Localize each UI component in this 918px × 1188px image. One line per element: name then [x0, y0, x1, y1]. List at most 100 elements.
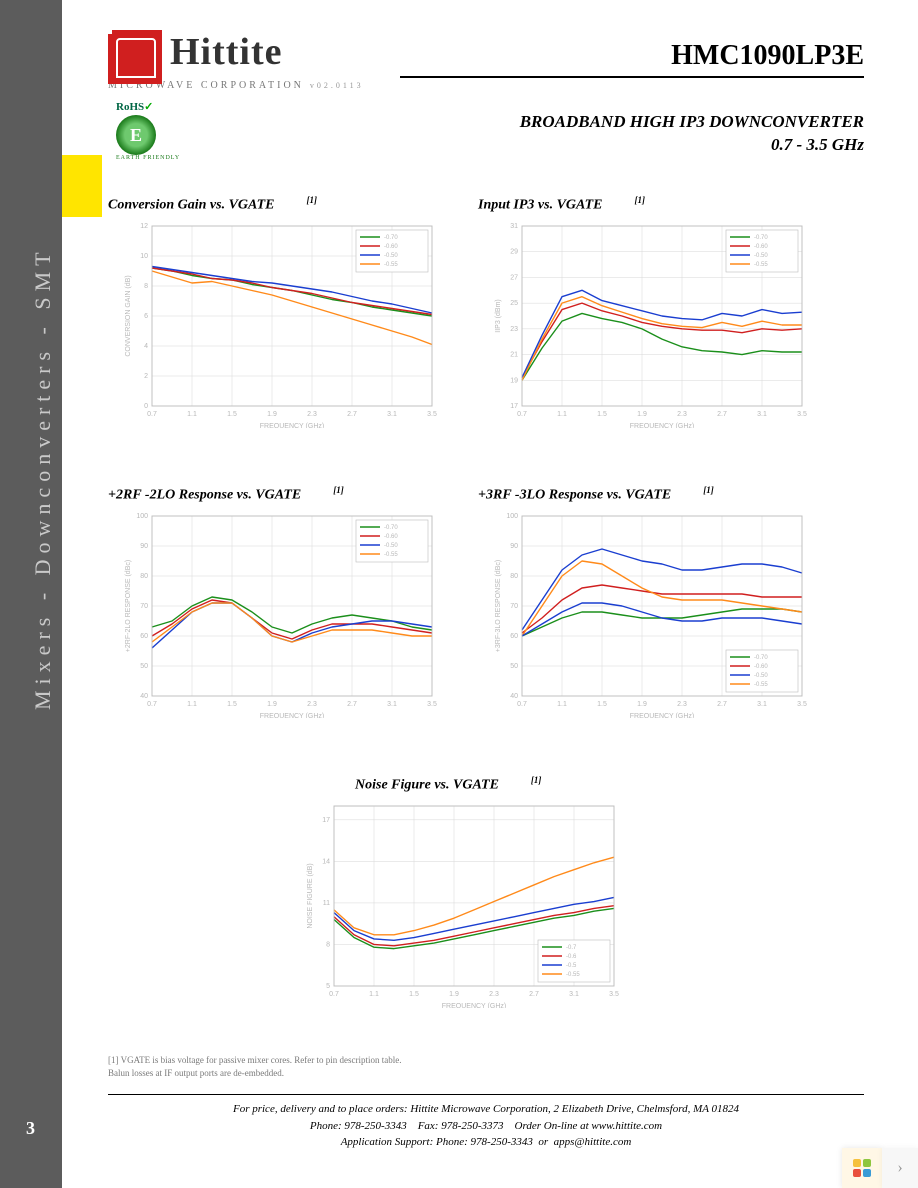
svg-text:12: 12 — [140, 223, 148, 230]
chart-title-c2: Input IP3 vs. VGATE[1] — [478, 195, 645, 214]
svg-text:1.1: 1.1 — [187, 701, 197, 708]
sidebar-vertical-label: Mixers - Downconverters - SMT — [30, 246, 56, 710]
svg-text:+3RF-3LO RESPONSE (dBc): +3RF-3LO RESPONSE (dBc) — [495, 560, 502, 652]
svg-text:-0.6: -0.6 — [566, 954, 577, 960]
footnote-1: [1] VGATE is bias voltage for passive mi… — [108, 1054, 828, 1067]
svg-text:1.9: 1.9 — [267, 411, 277, 418]
footer: For price, delivery and to place orders:… — [108, 1094, 864, 1151]
corner-widget[interactable]: › — [842, 1148, 918, 1188]
earth-friendly-label: EARTH FRIENDLY — [116, 155, 180, 161]
svg-text:14: 14 — [322, 858, 330, 865]
svg-text:NOISE FIGURE (dB): NOISE FIGURE (dB) — [307, 863, 314, 928]
svg-text:5: 5 — [326, 983, 330, 990]
svg-text:50: 50 — [140, 663, 148, 670]
svg-text:FREQUENCY (GHz): FREQUENCY (GHz) — [630, 713, 694, 718]
chart-title-c3: +2RF -2LO Response vs. VGATE[1] — [108, 485, 344, 504]
badge-area: RoHS✓ E EARTH FRIENDLY — [116, 100, 180, 161]
svg-text:+2RF-2LO RESPONSE (dBc): +2RF-2LO RESPONSE (dBc) — [125, 560, 132, 652]
page-number: 3 — [26, 1118, 35, 1139]
svg-text:0.7: 0.7 — [517, 701, 527, 708]
svg-text:31: 31 — [510, 223, 518, 230]
svg-text:3.5: 3.5 — [609, 991, 619, 998]
svg-text:-0.70: -0.70 — [384, 235, 398, 241]
svg-text:-0.55: -0.55 — [754, 682, 768, 688]
part-number: HMC1090LP3E — [671, 40, 864, 72]
svg-text:50: 50 — [510, 663, 518, 670]
svg-text:90: 90 — [510, 543, 518, 550]
svg-text:-0.55: -0.55 — [384, 262, 398, 268]
svg-text:3.5: 3.5 — [427, 701, 437, 708]
svg-text:60: 60 — [140, 633, 148, 640]
footer-line1: For price, delivery and to place orders:… — [108, 1101, 864, 1118]
svg-text:27: 27 — [510, 274, 518, 281]
svg-text:0.7: 0.7 — [147, 701, 157, 708]
sidebar-yellow-tab — [62, 155, 102, 217]
logo-icon — [108, 30, 162, 84]
svg-text:CONVERSION GAIN (dB): CONVERSION GAIN (dB) — [125, 275, 132, 356]
svg-text:3.5: 3.5 — [797, 701, 807, 708]
svg-text:3.5: 3.5 — [797, 411, 807, 418]
footer-line2: Phone: 978-250-3343 Fax: 978-250-3373 Or… — [108, 1118, 864, 1135]
svg-text:11: 11 — [323, 900, 330, 907]
svg-text:19: 19 — [510, 377, 518, 384]
chart-c5: 581114170.71.11.51.92.32.73.13.5FREQUENC… — [300, 798, 630, 1008]
svg-text:0.7: 0.7 — [147, 411, 157, 418]
svg-text:FREQUENCY (GHz): FREQUENCY (GHz) — [630, 423, 694, 428]
svg-text:1.1: 1.1 — [187, 411, 197, 418]
svg-text:2.3: 2.3 — [489, 991, 499, 998]
svg-text:FREQUENCY (GHz): FREQUENCY (GHz) — [260, 713, 324, 718]
svg-text:-0.55: -0.55 — [754, 262, 768, 268]
svg-text:0: 0 — [144, 403, 148, 410]
svg-text:-0.60: -0.60 — [754, 664, 768, 670]
svg-text:0.7: 0.7 — [517, 411, 527, 418]
svg-text:8: 8 — [144, 283, 148, 290]
logo-block: Hittite MICROWAVE CORPORATIONv02.0113 — [108, 30, 364, 91]
svg-text:-0.50: -0.50 — [384, 253, 398, 259]
svg-text:IIP3 (dBm): IIP3 (dBm) — [495, 299, 502, 332]
svg-text:10: 10 — [140, 253, 148, 260]
flower-icon[interactable] — [842, 1148, 882, 1188]
svg-text:2.7: 2.7 — [529, 991, 539, 998]
svg-text:1.9: 1.9 — [267, 701, 277, 708]
svg-text:1.5: 1.5 — [227, 411, 237, 418]
svg-text:90: 90 — [140, 543, 148, 550]
svg-text:1.5: 1.5 — [597, 411, 607, 418]
rohs-label: RoHS — [116, 101, 144, 113]
svg-text:40: 40 — [510, 693, 518, 700]
svg-text:-0.70: -0.70 — [754, 655, 768, 661]
svg-text:FREQUENCY (GHz): FREQUENCY (GHz) — [442, 1003, 506, 1008]
svg-text:2.7: 2.7 — [717, 411, 727, 418]
svg-text:17: 17 — [510, 403, 518, 410]
svg-text:-0.60: -0.60 — [384, 244, 398, 250]
svg-text:4: 4 — [144, 343, 148, 350]
svg-text:-0.70: -0.70 — [754, 235, 768, 241]
subtitle-line1: BROADBAND HIGH IP3 DOWNCONVERTER — [520, 112, 864, 131]
svg-text:40: 40 — [140, 693, 148, 700]
svg-text:-0.50: -0.50 — [384, 543, 398, 549]
footer-line3: Application Support: Phone: 978-250-3343… — [108, 1134, 864, 1151]
svg-text:80: 80 — [510, 573, 518, 580]
svg-text:1.1: 1.1 — [369, 991, 379, 998]
chart-title-c5: Noise Figure vs. VGATE[1] — [355, 775, 541, 794]
check-icon: ✓ — [144, 101, 153, 113]
svg-text:1.5: 1.5 — [409, 991, 419, 998]
svg-text:-0.60: -0.60 — [384, 534, 398, 540]
svg-text:2.3: 2.3 — [307, 701, 317, 708]
svg-text:-0.50: -0.50 — [754, 253, 768, 259]
svg-text:17: 17 — [322, 817, 330, 824]
svg-text:-0.5: -0.5 — [566, 963, 577, 969]
title-rule — [400, 76, 864, 78]
svg-text:2.7: 2.7 — [717, 701, 727, 708]
svg-text:29: 29 — [510, 249, 518, 256]
svg-text:2: 2 — [144, 373, 148, 380]
svg-text:2.7: 2.7 — [347, 411, 357, 418]
logo-text: Hittite — [170, 30, 283, 74]
svg-text:3.1: 3.1 — [569, 991, 579, 998]
version-text: v02.0113 — [310, 81, 364, 90]
svg-text:3.1: 3.1 — [387, 701, 397, 708]
svg-text:3.1: 3.1 — [757, 411, 767, 418]
svg-text:25: 25 — [510, 300, 518, 307]
svg-text:21: 21 — [510, 352, 518, 359]
chevron-right-icon[interactable]: › — [882, 1148, 918, 1188]
svg-text:1.9: 1.9 — [637, 411, 647, 418]
